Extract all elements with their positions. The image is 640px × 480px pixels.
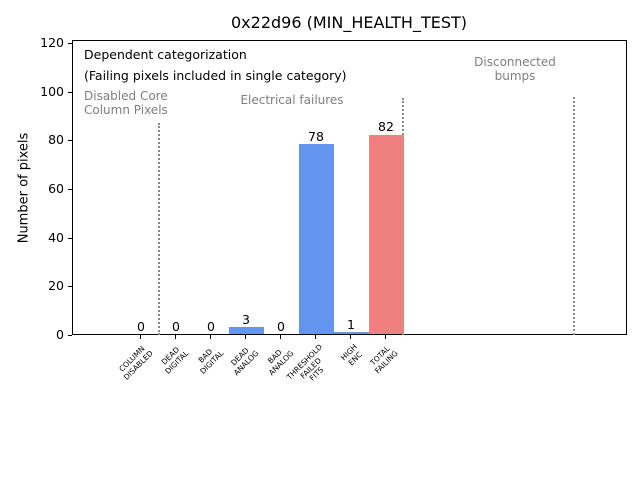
y-tick-mark — [68, 237, 72, 239]
separator-line-disconnected — [573, 97, 575, 335]
bar-value-label: 82 — [378, 119, 394, 135]
x-tick-label: COLUMN DISABLED — [117, 344, 155, 382]
bar — [368, 134, 404, 334]
bar-value-label: 0 — [207, 319, 215, 334]
annotation-failing-pixels-note: (Failing pixels included in single categ… — [84, 68, 347, 83]
x-tick-label: TOTAL FAILING — [368, 344, 400, 376]
x-tick-mark — [315, 335, 316, 339]
region-label-disconnected-bumps: Disconnected bumps — [474, 55, 556, 84]
x-tick-mark — [385, 335, 386, 339]
x-tick-mark — [175, 335, 176, 339]
y-tick-label: 100 — [40, 83, 64, 99]
y-tick-label: 80 — [48, 132, 64, 148]
x-tick-label: DEAD DIGITAL — [159, 345, 190, 376]
bar-value-label: 78 — [308, 129, 324, 145]
annotation-dependent-categorization: Dependent categorization — [84, 47, 247, 62]
y-tick-label: 40 — [48, 229, 64, 245]
bar-value-label: 1 — [347, 316, 355, 332]
region-label-electrical-failures: Electrical failures — [240, 93, 344, 107]
y-tick-mark — [68, 140, 72, 142]
bar — [298, 144, 334, 334]
region-label-disabled-core-column-pixels: Disabled Core Column Pixels — [84, 89, 168, 118]
y-tick-mark — [68, 335, 72, 336]
y-tick-mark — [68, 43, 72, 44]
x-tick-mark — [350, 335, 351, 339]
x-tick-label: BAD DIGITAL — [196, 346, 225, 376]
x-tick-mark — [140, 335, 141, 339]
y-tick-label: 0 — [56, 327, 64, 342]
chart-title: 0x22d96 (MIN_HEALTH_TEST) — [231, 13, 467, 32]
x-tick-mark — [210, 335, 211, 339]
bar-value-label: 0 — [137, 319, 145, 334]
x-tick-mark — [245, 335, 246, 339]
y-tick-mark — [68, 91, 72, 93]
y-tick-mark — [68, 286, 72, 288]
bar-value-label: 3 — [242, 311, 250, 327]
bar-value-label: 0 — [277, 319, 285, 334]
y-tick-label: 120 — [40, 35, 64, 50]
y-tick-label: 20 — [48, 278, 64, 294]
x-tick-label: HIGH ENC — [338, 342, 364, 368]
bar — [228, 326, 264, 334]
bar-value-label: 0 — [172, 319, 180, 334]
y-tick-label: 60 — [48, 181, 64, 196]
bar — [333, 331, 369, 334]
x-tick-label: DEAD ANALOG — [228, 345, 260, 378]
y-tick-mark — [68, 189, 72, 190]
x-tick-mark — [280, 335, 281, 339]
separator-line-disabled-core — [157, 123, 160, 335]
plot-area: 0 0 0 3 0 78 1 82 Dependent categorization (Fai… — [72, 40, 627, 335]
